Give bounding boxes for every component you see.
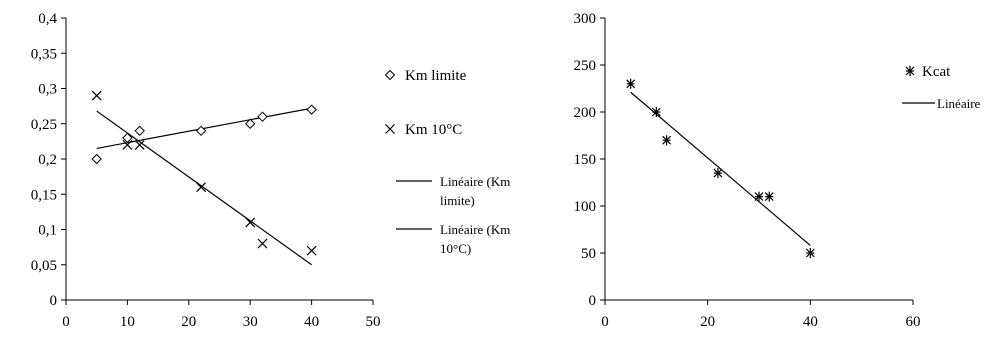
legend-trendline-label: Linéaire (937, 96, 981, 111)
y-tick-label: 0,15 (31, 187, 57, 203)
x-tick-label: 60 (906, 314, 921, 330)
legend-marker (905, 66, 915, 76)
chart-km: 0 0,05 0,1 0,15 0,2 0,25 0,3 0,35 0,4 0 10 20 30 40 50… (31, 11, 511, 330)
legend-label: Kcat (922, 64, 951, 80)
y-tick-label: 150 (574, 152, 597, 168)
data-point (713, 168, 723, 179)
x-tick-label: 10 (120, 314, 135, 330)
y-tick-label: 0,25 (31, 117, 57, 133)
x-tick-label: 50 (366, 314, 381, 330)
x-tick-label: 40 (304, 314, 319, 330)
x-tick-label: 20 (181, 314, 196, 330)
y-tick-label: 0,05 (31, 258, 57, 274)
y-tick-label: 0 (589, 293, 597, 309)
data-point (626, 78, 636, 89)
legend-label: Km 10°C (405, 122, 462, 138)
legend-trendline-label: Linéaire (Km (440, 222, 510, 237)
y-tick-label: 0,3 (38, 82, 57, 98)
y-tick-label: 0,2 (38, 152, 57, 168)
y-tick-label: 50 (581, 246, 596, 262)
legend-marker (384, 69, 396, 81)
y-tick-label: 250 (574, 58, 597, 74)
y-tick-label: 100 (574, 199, 597, 215)
data-point (257, 111, 268, 122)
x-tick-label: 0 (601, 314, 609, 330)
legend-trendline-label: Linéaire (Km (440, 174, 510, 189)
legend-label: Km limite (405, 68, 467, 84)
trendline (96, 110, 312, 266)
x-tick-label: 40 (803, 314, 818, 330)
data-point (134, 139, 145, 150)
data-point (754, 191, 764, 202)
y-tick-label: 300 (574, 11, 597, 27)
trendline (630, 91, 811, 246)
data-point (257, 238, 268, 249)
data-point (805, 248, 815, 258)
y-tick-label: 200 (574, 105, 597, 121)
y-tick-label: 0,1 (38, 223, 57, 239)
y-tick-label: 0 (50, 293, 58, 309)
data-point (196, 182, 207, 193)
y-tick-label: 0,4 (38, 11, 57, 27)
data-point (122, 132, 133, 144)
data-point (244, 118, 256, 129)
legend-marker (385, 124, 395, 134)
data-point (134, 125, 145, 137)
legend-trendline-label: 10°C) (440, 241, 471, 256)
data-point (306, 104, 317, 115)
y-tick-label: 0,35 (31, 46, 57, 62)
trendline (96, 107, 312, 150)
data-point (91, 90, 102, 101)
x-tick-label: 30 (243, 314, 258, 330)
data-point (91, 153, 102, 165)
data-point (764, 191, 774, 202)
x-tick-label: 0 (62, 314, 70, 330)
data-point (195, 125, 207, 137)
chart-kcat: 0 50 100 150 200 250 300 0 20 40 60 Kcat Linéaire (574, 11, 981, 330)
data-point (122, 139, 133, 150)
data-point (306, 245, 317, 256)
data-point (662, 135, 672, 146)
x-tick-label: 20 (700, 314, 715, 330)
data-point (651, 107, 661, 117)
legend-trendline-label: limite) (440, 193, 475, 208)
data-point (245, 217, 256, 228)
